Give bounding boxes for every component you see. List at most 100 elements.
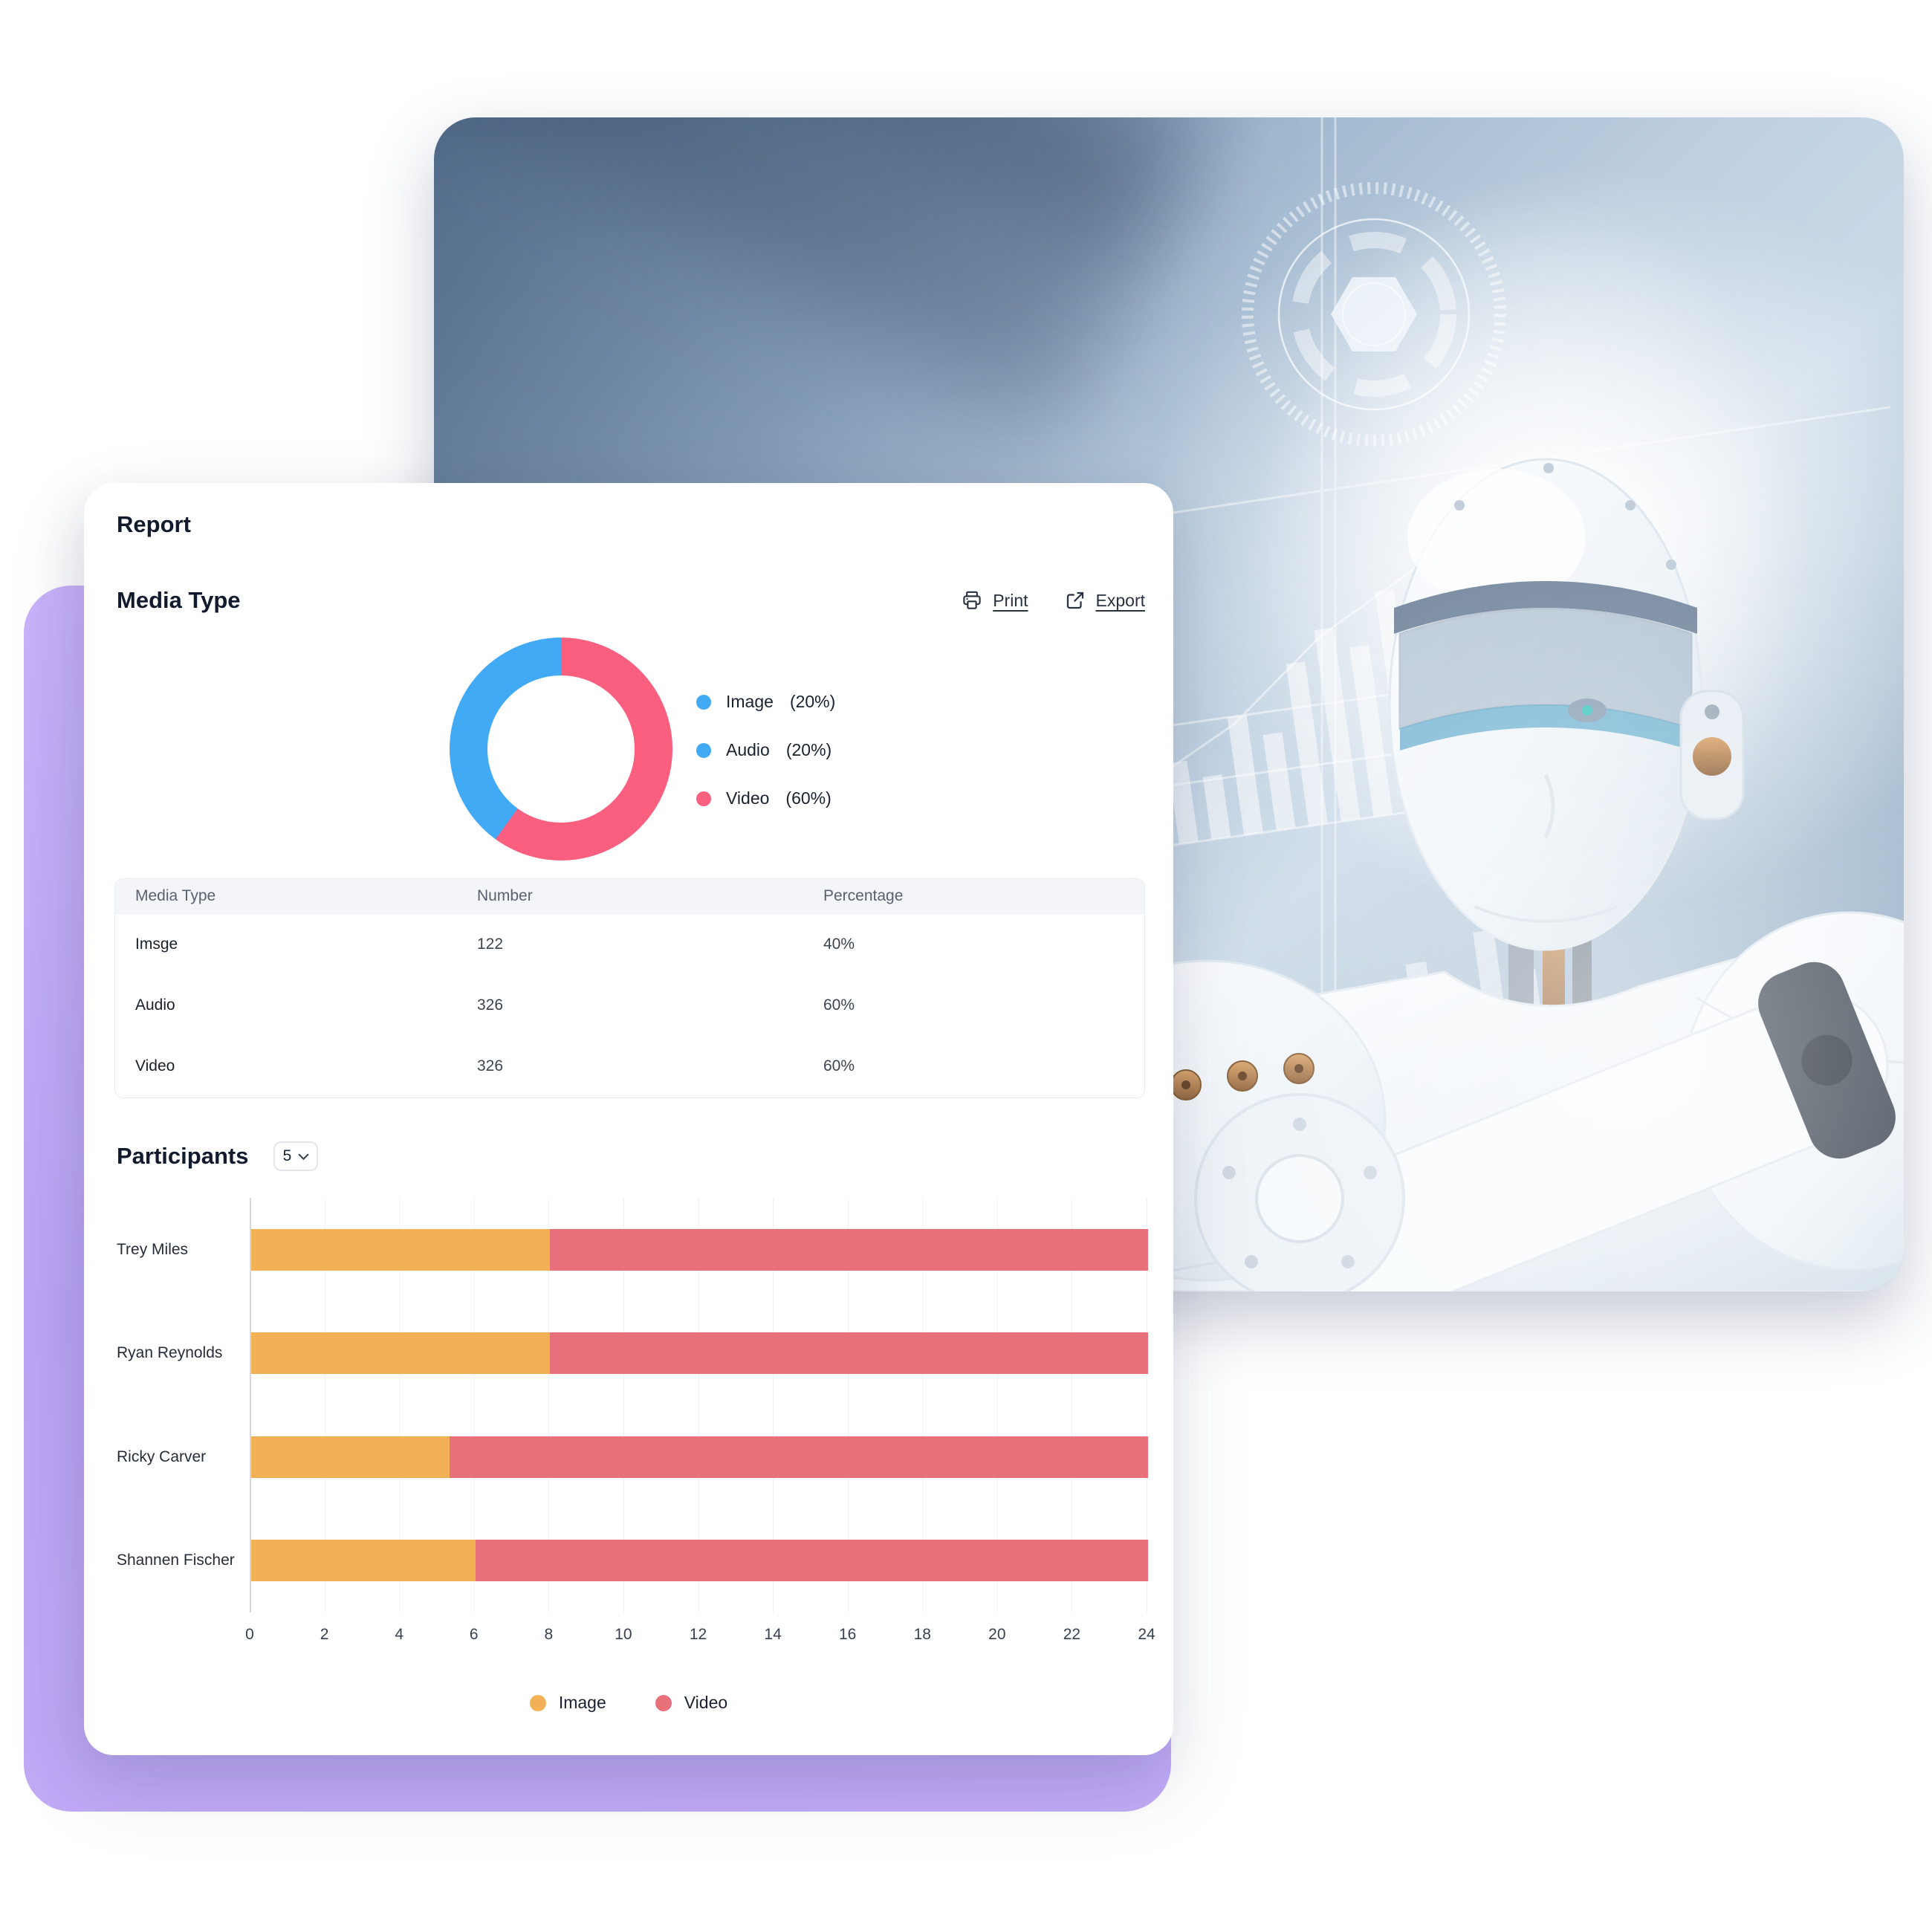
table-row: Audio 326 60% <box>115 975 1144 1036</box>
table-row: Video 326 60% <box>115 1036 1144 1097</box>
bar-segment-video <box>550 1228 1148 1271</box>
legend-item: Image (20%) <box>696 692 835 712</box>
media-type-table: Media Type Number Percentage Imsge 122 40% Au… <box>114 878 1145 1098</box>
light-glow-overlay <box>1103 526 1904 1291</box>
donut-hole <box>487 675 635 823</box>
page-title: Report <box>117 511 191 537</box>
table-body: Imsge 122 40% Audio 326 60% Video 326 60% <box>115 914 1144 1097</box>
bar-chart-legend: Image Video <box>84 1693 1173 1713</box>
table-cell: 326 <box>477 996 504 1014</box>
bar-segment-video <box>550 1332 1148 1375</box>
legend-label: Video <box>726 788 770 808</box>
export-label: Export <box>1095 590 1145 610</box>
bar-segment-video <box>475 1540 1148 1582</box>
bar-segment-video <box>449 1436 1148 1478</box>
chevron-down-icon <box>298 1153 309 1160</box>
category-label: Ryan Reynolds <box>117 1344 223 1362</box>
legend-item: Image <box>529 1693 606 1713</box>
bar-chart-x-axis: 0 2 4 6 8 10 12 14 16 18 20 22 24 <box>245 1626 1155 1645</box>
x-tick-label: 20 <box>988 1626 1006 1643</box>
gridline <box>399 1198 401 1612</box>
x-tick-label: 18 <box>913 1626 931 1643</box>
gridline <box>698 1198 699 1612</box>
legend-dot <box>696 694 711 710</box>
donut-legend: Image (20%) Audio (20%) Video (60%) <box>696 692 835 808</box>
x-tick-label: 6 <box>469 1626 479 1643</box>
media-type-donut-chart <box>450 638 672 860</box>
media-type-heading: Media Type <box>117 587 241 613</box>
bar-segment-image <box>251 1436 450 1478</box>
table-cell: Video <box>135 1057 175 1074</box>
table-cell: Imsge <box>135 936 178 953</box>
gridline <box>922 1198 924 1612</box>
legend-label: Video <box>684 1693 728 1712</box>
x-tick-label: 16 <box>838 1626 857 1643</box>
participants-heading: Participants <box>117 1143 249 1169</box>
report-actions: Print Export <box>961 589 1145 612</box>
legend-label: Image <box>558 1693 606 1712</box>
x-tick-label: 0 <box>245 1626 254 1643</box>
participants-count-select[interactable]: 5 <box>273 1141 319 1171</box>
table-header-cell: Number <box>477 887 533 904</box>
gridline <box>473 1198 475 1612</box>
legend-dot <box>696 742 711 758</box>
table-header-cell: Percentage <box>823 887 904 904</box>
table-cell: 122 <box>477 936 504 953</box>
table-cell: 60% <box>823 996 855 1014</box>
legend-percentage: (20%) <box>785 740 832 759</box>
table-header-row: Media Type Number Percentage <box>115 879 1144 914</box>
print-button[interactable]: Print <box>961 589 1028 612</box>
external-link-icon <box>1066 591 1083 609</box>
table-cell: 60% <box>823 1057 855 1074</box>
table-row: Imsge 122 40% <box>115 914 1144 975</box>
x-tick-label: 22 <box>1063 1626 1081 1643</box>
legend-item: Video (60%) <box>696 788 835 808</box>
x-tick-label: 8 <box>544 1626 554 1643</box>
bar-segment-image <box>251 1332 551 1375</box>
bar-row <box>251 1540 1148 1582</box>
x-tick-label: 4 <box>395 1626 403 1643</box>
table-header-cell: Media Type <box>135 887 216 904</box>
bar-segment-image <box>251 1540 476 1582</box>
category-label: Ricky Carver <box>117 1448 207 1465</box>
count-select-value: 5 <box>282 1147 292 1164</box>
gridline <box>847 1198 849 1612</box>
gridline <box>773 1198 774 1612</box>
table-cell: 40% <box>823 936 855 953</box>
bar-row <box>251 1436 1148 1478</box>
x-tick-label: 12 <box>689 1626 707 1643</box>
x-tick-label: 2 <box>320 1626 329 1643</box>
gridline <box>996 1198 998 1612</box>
table-cell: Audio <box>135 996 175 1014</box>
legend-dot <box>696 791 711 806</box>
bar-row <box>251 1228 1148 1271</box>
media-type-header-row: Media Type Print Export <box>117 587 1145 614</box>
legend-percentage: (20%) <box>789 692 836 711</box>
export-button[interactable]: Export <box>1064 589 1145 612</box>
legend-percentage: (60%) <box>785 788 832 808</box>
legend-item: Audio (20%) <box>696 740 835 760</box>
legend-label: Audio <box>726 740 770 759</box>
legend-item: Video <box>655 1693 727 1713</box>
category-label: Trey Miles <box>117 1240 189 1258</box>
bar-segment-image <box>251 1228 551 1271</box>
table-cell: 326 <box>477 1057 504 1074</box>
gridline <box>548 1198 550 1612</box>
x-tick-label: 14 <box>764 1626 782 1643</box>
x-tick-label: 24 <box>1138 1626 1155 1643</box>
legend-dot <box>529 1694 546 1711</box>
report-card: Report Media Type Print <box>84 483 1173 1755</box>
participants-bar-chart <box>250 1198 1148 1612</box>
print-label: Print <box>993 590 1028 610</box>
printer-icon <box>963 591 981 609</box>
gridline <box>623 1198 624 1612</box>
bar-chart-category-labels: Trey Miles Ryan Reynolds Ricky Carver Shann… <box>117 1198 249 1612</box>
participants-header-row: Participants 5 <box>117 1141 319 1171</box>
hud-ring <box>1242 182 1506 447</box>
legend-label: Image <box>726 692 774 711</box>
y-axis-line <box>250 1198 251 1612</box>
x-tick-label: 10 <box>615 1626 632 1643</box>
bar-row <box>251 1332 1148 1375</box>
legend-dot <box>655 1694 672 1711</box>
